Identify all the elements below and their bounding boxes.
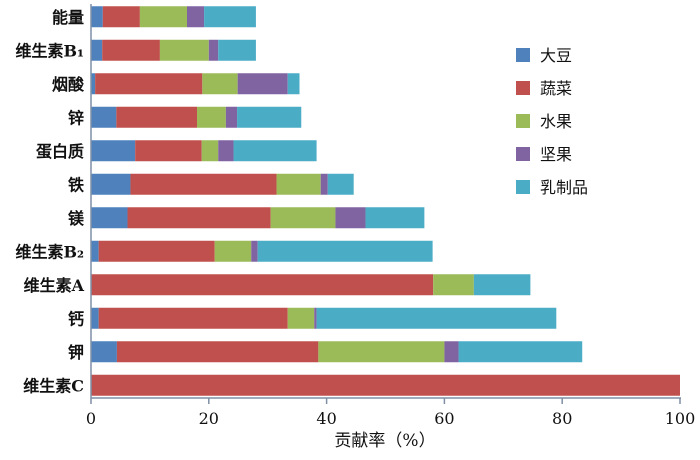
x-tick-label: 80 xyxy=(552,409,572,428)
bar-segment xyxy=(91,173,131,195)
bar-segment xyxy=(270,207,336,229)
bar-segment xyxy=(218,140,234,162)
x-tick-label: 100 xyxy=(665,409,696,428)
bar-segment xyxy=(91,140,136,162)
category-label: 钾 xyxy=(68,343,84,362)
bar-segment xyxy=(458,341,583,363)
legend-label: 蔬菜 xyxy=(540,79,572,98)
bar-segment xyxy=(287,307,315,329)
legend-swatch xyxy=(516,48,530,62)
bar-segment xyxy=(91,207,128,229)
category-label: 烟酸 xyxy=(52,75,85,94)
bar-segment xyxy=(316,307,557,329)
bar-segment xyxy=(237,106,302,128)
x-tick-label: 40 xyxy=(316,409,336,428)
legend-swatch xyxy=(516,81,530,95)
bar-segment xyxy=(197,106,226,128)
bar-segment xyxy=(218,39,256,61)
legend-label: 大豆 xyxy=(540,46,572,65)
category-label: 蛋白质 xyxy=(36,142,84,161)
bar-segment xyxy=(95,73,203,95)
category-label: 铁 xyxy=(68,175,84,194)
bar-segment xyxy=(139,6,188,28)
category-label: 能量 xyxy=(52,8,84,27)
bar-segment xyxy=(98,307,288,329)
bar-segment xyxy=(202,73,238,95)
bar-segment xyxy=(208,39,219,61)
category-label: 维生素B₂ xyxy=(15,242,84,261)
bar-segment xyxy=(335,207,366,229)
category-label: 钙 xyxy=(68,309,84,328)
category-label: 维生素A xyxy=(24,276,85,295)
bar-segment xyxy=(433,274,474,296)
bar-segment xyxy=(320,173,328,195)
bar-segment xyxy=(473,274,531,296)
bar-segment xyxy=(116,341,319,363)
x-tick-label: 20 xyxy=(199,409,219,428)
x-tick-label: 60 xyxy=(434,409,454,428)
bar-segment xyxy=(116,106,198,128)
bar-segment xyxy=(251,240,258,262)
bar-segment xyxy=(327,173,354,195)
bar-segment xyxy=(91,341,117,363)
legend-label: 水果 xyxy=(540,112,572,131)
bar-segment xyxy=(98,240,215,262)
x-axis-label: 贡献率（%） xyxy=(334,431,435,451)
bar-segment xyxy=(135,140,202,162)
category-label: 维生素C xyxy=(23,376,84,395)
bar-segment xyxy=(130,173,277,195)
bar-segment xyxy=(91,274,434,296)
bar-segment xyxy=(91,39,103,61)
bar-segment xyxy=(127,207,271,229)
category-label: 维生素B₁ xyxy=(15,41,84,60)
legend-swatch xyxy=(516,114,530,128)
bar-segment xyxy=(91,374,680,396)
bar-segment xyxy=(233,140,317,162)
x-tick-label: 0 xyxy=(86,409,96,428)
bar-segment xyxy=(91,106,117,128)
legend-label: 乳制品 xyxy=(540,178,588,197)
bar-segment xyxy=(187,6,205,28)
category-label: 镁 xyxy=(68,209,84,228)
bar-segment xyxy=(225,106,238,128)
legend-swatch xyxy=(516,180,530,194)
bars xyxy=(91,6,680,396)
bar-segment xyxy=(91,240,99,262)
bar-segment xyxy=(314,307,317,329)
bar-segment xyxy=(276,173,321,195)
bar-segment xyxy=(257,240,433,262)
bar-segment xyxy=(159,39,209,61)
bar-segment xyxy=(365,207,425,229)
bar-segment xyxy=(214,240,252,262)
bar-segment xyxy=(91,6,103,28)
bar-segment xyxy=(102,6,140,28)
legend-label: 坚果 xyxy=(540,145,572,164)
bar-segment xyxy=(287,73,300,95)
bar-segment xyxy=(237,73,288,95)
category-label: 锌 xyxy=(68,108,84,127)
bar-segment xyxy=(91,73,96,95)
legend-swatch xyxy=(516,147,530,161)
bar-segment xyxy=(102,39,160,61)
bar-segment xyxy=(444,341,459,363)
bar-segment xyxy=(318,341,445,363)
bar-segment xyxy=(204,6,256,28)
bar-segment xyxy=(201,140,219,162)
x-ticks: 0 20 40 60 80 100 xyxy=(86,398,695,428)
bar-segment xyxy=(91,307,99,329)
